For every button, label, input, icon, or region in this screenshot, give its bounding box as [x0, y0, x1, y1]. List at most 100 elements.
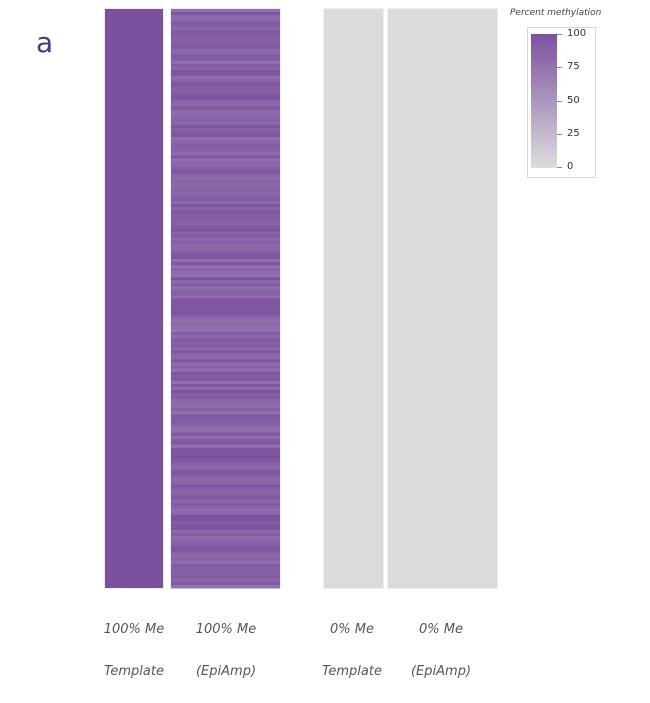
- heatmap-cell: [171, 271, 280, 275]
- heatmap-cell: [171, 42, 280, 46]
- heatmap-cell: [171, 103, 280, 107]
- heatmap-cell: [171, 176, 280, 181]
- column-label-0-epiamp: 0% Me (EpiAmp): [386, 598, 496, 703]
- heatmap-cell: [171, 441, 280, 446]
- heatmap-cell: [171, 261, 280, 266]
- heatmap-cell: [171, 402, 280, 406]
- heatmap-cell: [171, 328, 280, 333]
- column-label-line2: (EpiAmp): [410, 664, 472, 679]
- heatmap-cell: [171, 456, 280, 461]
- heatmap-cell: [171, 304, 280, 309]
- heatmap-cell: [171, 481, 280, 485]
- heatmap-cell: [171, 15, 280, 19]
- heatmap-cell: [171, 21, 280, 25]
- heatmap-cell: [171, 490, 280, 494]
- heatmap-cell: [171, 100, 280, 104]
- heatmap-cell: [171, 527, 280, 531]
- heatmap-cell: [171, 335, 280, 339]
- heatmap-cell: [171, 200, 280, 205]
- heatmap-cell: [171, 210, 280, 214]
- heatmap-cell: [171, 66, 280, 71]
- heatmap-cell: [171, 374, 280, 379]
- heatmap-cell: [171, 249, 280, 254]
- heatmap-cell: [171, 39, 280, 43]
- legend-tick-mark: [557, 167, 562, 168]
- heatmap-cell: [171, 453, 280, 458]
- heatmap-cell: [171, 386, 280, 391]
- heatmap-cell: [171, 85, 280, 89]
- heatmap-cell: [171, 377, 280, 382]
- heatmap-cell: [171, 45, 280, 50]
- column-label-100-epiamp: 100% Me (EpiAmp): [171, 598, 281, 703]
- legend-tick-label: 100: [567, 28, 587, 39]
- heatmap-cell: [171, 280, 280, 284]
- heatmap-cell: [171, 344, 280, 348]
- heatmap-cell: [171, 143, 280, 147]
- heatmap-cell: [171, 82, 280, 86]
- heatmap-cell: [171, 533, 280, 537]
- legend-tick-label: 75: [567, 61, 580, 72]
- heatmap-cell: [171, 18, 280, 22]
- heatmap-cell: [171, 399, 280, 403]
- heatmap-cell: [171, 508, 280, 513]
- heatmap-cell: [171, 149, 280, 153]
- heatmap-cell: [171, 575, 280, 580]
- heatmap-cell: [171, 569, 280, 574]
- heatmap-cell: [171, 112, 280, 117]
- heatmap-cell: [171, 356, 280, 360]
- heatmap-cell: [171, 234, 280, 238]
- heatmap-cell: [171, 9, 280, 13]
- heatmap-cell: [171, 252, 280, 257]
- heatmap-cell: [171, 560, 280, 565]
- heatmap-cell: [171, 237, 280, 241]
- heatmap-cell: [171, 347, 280, 351]
- heatmap-cell: [171, 298, 280, 302]
- heatmap-cell: [171, 469, 280, 473]
- heatmap-cell: [171, 91, 280, 95]
- heatmap-cell: [171, 158, 280, 162]
- heatmap-cell: [171, 264, 280, 269]
- heatmap-cell: [171, 197, 280, 202]
- column-label-line1: 100% Me: [195, 622, 257, 637]
- legend-tick-label: 50: [567, 95, 580, 106]
- column-label-line1: 0% Me: [330, 622, 374, 637]
- legend-tick-label: 25: [567, 128, 580, 139]
- heatmap-cell: [171, 423, 280, 427]
- heatmap-cell: [171, 33, 280, 37]
- legend-tick-mark: [557, 134, 562, 135]
- heatmap-cell: [171, 219, 280, 223]
- heatmap-cell: [171, 228, 280, 232]
- heatmap-cell: [171, 551, 280, 555]
- heatmap-cell: [171, 353, 280, 357]
- heatmap-cell: [171, 392, 280, 397]
- heatmap-cell: [171, 79, 280, 83]
- heatmap-cell: [171, 222, 280, 226]
- heatmap-cell: [171, 429, 280, 433]
- heatmap-cell: [171, 426, 280, 430]
- heatmap-cell: [171, 389, 280, 394]
- heatmap-cell: [171, 97, 280, 101]
- heatmap-cell: [171, 325, 280, 330]
- heatmap-cell: [171, 313, 280, 318]
- heatmap-cell: [171, 414, 280, 418]
- heatmap-cell: [171, 566, 280, 571]
- heatmap-cell: [171, 292, 280, 296]
- heatmap-cell: [171, 341, 280, 345]
- heatmap-cell: [171, 88, 280, 92]
- heatmap-cell: [171, 584, 280, 589]
- heatmap-cell: [171, 57, 280, 62]
- heatmap-cell: [171, 124, 280, 129]
- heatmap-cell: [171, 94, 280, 98]
- legend-tick-label: 0: [567, 161, 574, 172]
- heatmap-cell: [171, 115, 280, 120]
- heatmap-cell: [171, 240, 280, 245]
- heatmap-cell: [171, 432, 280, 437]
- heatmap-cell: [171, 463, 280, 467]
- heatmap-cell: [171, 255, 280, 260]
- heatmap-cell: [171, 319, 280, 324]
- heatmap-cell: [171, 225, 280, 229]
- heatmap-cell: [171, 496, 280, 501]
- heatmap-cell: [171, 204, 280, 208]
- heatmap-cell: [171, 109, 280, 114]
- heatmap-cell: [171, 578, 280, 583]
